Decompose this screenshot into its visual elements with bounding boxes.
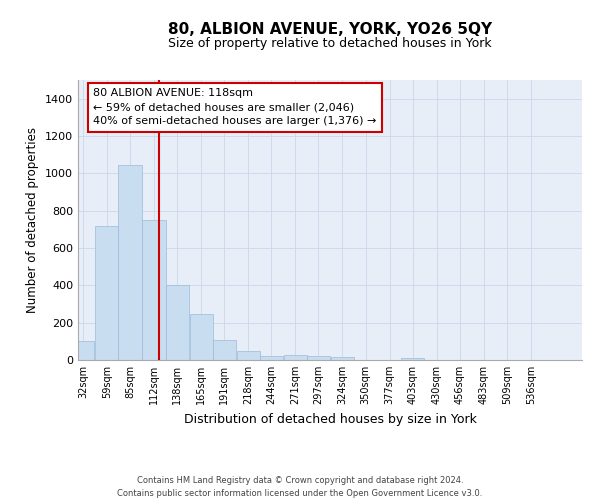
Bar xyxy=(190,314,212,360)
Bar xyxy=(236,352,260,360)
Bar xyxy=(212,340,236,360)
Bar xyxy=(284,355,307,360)
Y-axis label: Number of detached properties: Number of detached properties xyxy=(26,127,40,313)
Bar xyxy=(142,220,166,360)
Bar xyxy=(95,226,118,360)
Bar xyxy=(260,356,283,360)
Bar xyxy=(71,342,94,360)
Text: Contains HM Land Registry data © Crown copyright and database right 2024.
Contai: Contains HM Land Registry data © Crown c… xyxy=(118,476,482,498)
Bar xyxy=(307,356,330,360)
Text: 80, ALBION AVENUE, YORK, YO26 5QY: 80, ALBION AVENUE, YORK, YO26 5QY xyxy=(168,22,492,38)
Text: 80 ALBION AVENUE: 118sqm
← 59% of detached houses are smaller (2,046)
40% of sem: 80 ALBION AVENUE: 118sqm ← 59% of detach… xyxy=(93,88,376,126)
X-axis label: Distribution of detached houses by size in York: Distribution of detached houses by size … xyxy=(184,412,476,426)
Bar xyxy=(166,286,188,360)
Bar xyxy=(331,357,354,360)
Bar xyxy=(401,358,424,360)
Bar xyxy=(118,165,142,360)
Text: Size of property relative to detached houses in York: Size of property relative to detached ho… xyxy=(168,38,492,51)
